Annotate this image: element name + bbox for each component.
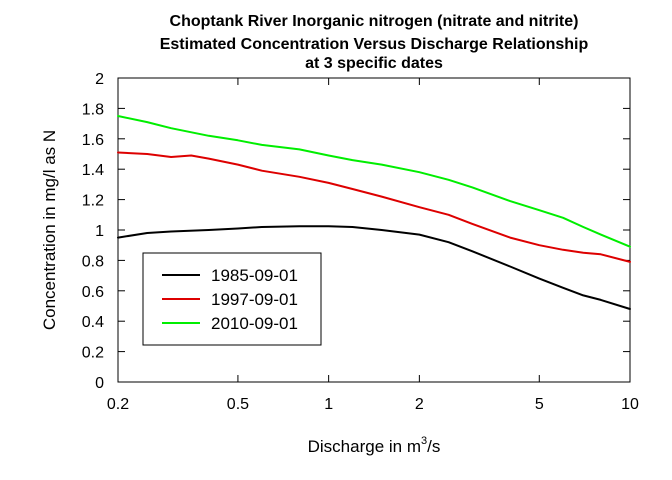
series-line-2 bbox=[117, 151, 631, 263]
x-tick-label: 5 bbox=[535, 396, 544, 413]
y-tick-label: 0.4 bbox=[82, 314, 104, 331]
legend-label-2: 1997-09-01 bbox=[211, 290, 298, 309]
series-line-3 bbox=[117, 115, 631, 248]
y-tick-label: 1.4 bbox=[82, 162, 104, 179]
legend-label-3: 2010-09-01 bbox=[211, 314, 298, 333]
y-tick-label: 0 bbox=[95, 375, 104, 392]
legend-label-1: 1985-09-01 bbox=[211, 266, 298, 285]
x-tick-label: 0.2 bbox=[107, 396, 129, 413]
y-tick-label: 0.2 bbox=[82, 345, 104, 362]
y-axis-label: Concentration in mg/l as N bbox=[40, 130, 59, 330]
title-line-2: Estimated Concentration Versus Discharge… bbox=[160, 36, 589, 53]
x-tick-labels: 0.2 0.5 1 2 5 10 bbox=[107, 396, 639, 413]
y-tick-label: 1.2 bbox=[82, 193, 104, 210]
x-tick-label: 10 bbox=[621, 396, 639, 413]
x-tick-label: 2 bbox=[415, 396, 424, 413]
y-tick-label: 1 bbox=[95, 223, 104, 240]
x-tick-label: 1 bbox=[324, 396, 333, 413]
x-tick-label: 0.5 bbox=[227, 396, 249, 413]
y-tick-label: 0.8 bbox=[82, 253, 104, 270]
series-line-1 bbox=[117, 225, 631, 310]
x-axis-label: Discharge in m3/s bbox=[308, 435, 441, 456]
y-tick-label: 1.8 bbox=[82, 101, 104, 118]
x-axis-label-sup: 3 bbox=[421, 435, 427, 447]
legend: 1985-09-01 1997-09-01 2010-09-01 bbox=[142, 252, 322, 346]
x-axis-label-prefix: Discharge in m bbox=[308, 437, 421, 456]
y-tick-label: 1.6 bbox=[82, 132, 104, 149]
y-tick-labels: 0 0.2 0.4 0.6 0.8 1 1.2 1.4 1.6 1.8 2 bbox=[82, 71, 104, 392]
x-axis-label-suffix: /s bbox=[427, 437, 440, 456]
title-line-3: at 3 specific dates bbox=[305, 55, 443, 72]
chart-title: Choptank River Inorganic nitrogen (nitra… bbox=[160, 13, 589, 72]
series-lines bbox=[117, 115, 631, 310]
y-tick-label: 2 bbox=[95, 71, 104, 88]
title-line-1: Choptank River Inorganic nitrogen (nitra… bbox=[170, 13, 579, 30]
y-tick-label: 0.6 bbox=[82, 284, 104, 301]
